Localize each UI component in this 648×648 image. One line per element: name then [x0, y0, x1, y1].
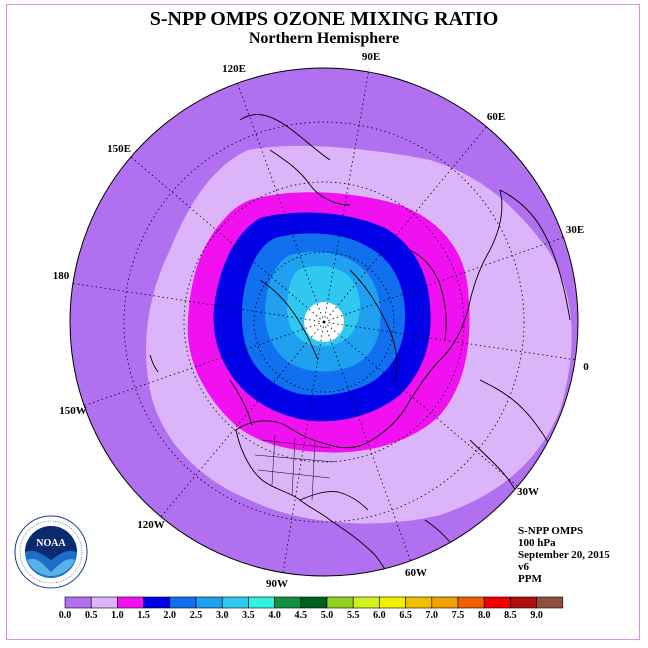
lon-label-90w: 90W: [266, 578, 288, 590]
colorbar-swatch: [326, 596, 354, 609]
longitude-labels: 90E 60E 30E 0 30W 60W 90W 120W 150W 180 …: [53, 51, 590, 590]
colorbar-tick-label: 4.0: [268, 610, 281, 621]
lon-label-0: 0: [583, 361, 589, 373]
colorbar-tick-label: 7.0: [426, 610, 439, 621]
colorbar-tick-label: 6.0: [373, 610, 386, 621]
colorbar-swatch: [483, 596, 511, 609]
colorbar-swatch: [431, 596, 459, 609]
map-boundary: [69, 67, 579, 577]
colorbar-tick-label: 3.5: [242, 610, 255, 621]
info-level: 100 hPa: [518, 537, 556, 549]
colorbar-swatch: [274, 596, 302, 609]
noaa-logo: NOAA: [14, 515, 88, 589]
colorbar-tick-label: 2.5: [190, 610, 203, 621]
colorbar: 0.0 0.5 1.0 1.5 2.0 2.5 3.0 3.5 4.0 4.5 5.0 5.5 6.0 6…: [59, 596, 564, 621]
ozone-field: [70, 68, 578, 576]
colorbar-swatch: [300, 596, 328, 609]
colorbar-tick-label: 0.5: [85, 610, 98, 621]
lon-label-60w: 60W: [405, 567, 427, 579]
info-units: PPM: [518, 573, 542, 585]
colorbar-swatch: [379, 596, 406, 609]
colorbar-swatch: [195, 596, 223, 609]
colorbar-swatch: [248, 596, 275, 609]
info-version: v6: [518, 561, 529, 573]
lon-label-60e: 60E: [487, 111, 505, 123]
colorbar-tick-label: 8.0: [478, 610, 491, 621]
colorbar-swatch: [457, 596, 485, 609]
lon-label-90e: 90E: [362, 51, 380, 63]
colorbar-swatch: [536, 596, 564, 609]
colorbar-swatch: [221, 596, 249, 609]
lon-label-120w: 120W: [137, 519, 165, 531]
colorbar-swatch: [352, 596, 380, 609]
coastlines: [149, 114, 571, 576]
colorbar-tick-label: 8.5: [504, 610, 517, 621]
colorbar-tick-label: 6.5: [399, 610, 412, 621]
map-subtitle: Northern Hemisphere: [248, 30, 400, 47]
colorbar-swatch: [405, 596, 433, 609]
lon-label-120e: 120E: [222, 63, 246, 75]
state-borders: [254, 434, 336, 501]
colorbar-swatch: [169, 596, 197, 609]
info-instrument: S-NPP OMPS: [518, 525, 584, 537]
figure-frame: [6, 4, 640, 640]
info-block: S-NPP OMPS 100 hPa September 20, 2015 v6…: [518, 525, 610, 585]
colorbar-tick-label: 0.0: [59, 610, 72, 621]
info-date: September 20, 2015: [518, 549, 610, 561]
graticule: [70, 68, 578, 574]
colorbar-tick-label: 1.5: [137, 610, 150, 621]
colorbar-tick-label: 2.0: [164, 610, 177, 621]
colorbar-tick-label: 5.5: [347, 610, 360, 621]
lon-label-180: 180: [53, 270, 70, 282]
colorbar-swatch: [143, 596, 171, 609]
colorbar-tick-label: 3.0: [216, 610, 229, 621]
lon-label-30w: 30W: [517, 486, 539, 498]
lon-label-150e: 150E: [107, 143, 131, 155]
colorbar-swatch: [90, 596, 118, 609]
lon-label-30e: 30E: [566, 224, 584, 236]
colorbar-tick-label: 7.5: [452, 610, 465, 621]
colorbar-swatch: [510, 596, 537, 609]
colorbar-swatch: [117, 596, 144, 609]
colorbar-swatch: [64, 596, 92, 609]
colorbar-tick-label: 5.0: [321, 610, 334, 621]
lon-label-150w: 150W: [59, 405, 87, 417]
colorbar-tick-label: 9.0: [530, 610, 543, 621]
map-title: S-NPP OMPS OZONE MIXING RATIO: [149, 8, 499, 30]
colorbar-tick-label: 4.5: [295, 610, 308, 621]
noaa-logo-text: NOAA: [36, 538, 66, 549]
colorbar-tick-label: 1.0: [111, 610, 124, 621]
